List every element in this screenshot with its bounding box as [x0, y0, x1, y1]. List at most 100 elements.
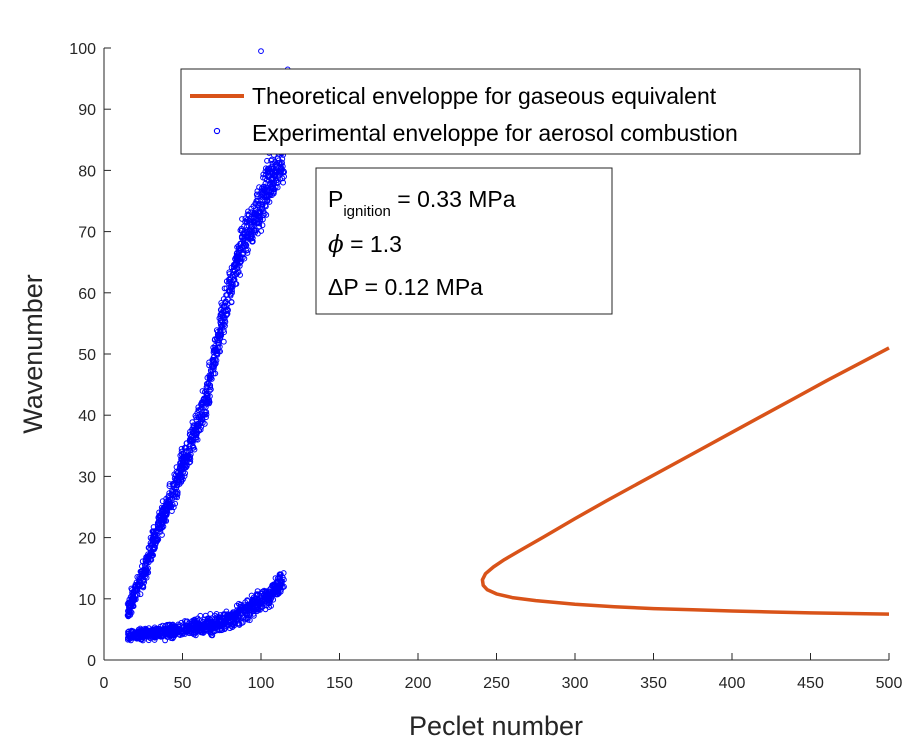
experimental-point: [196, 427, 203, 434]
experimental-point: [231, 276, 238, 283]
theoretical-envelope-line: [480, 346, 890, 616]
experimental-point: [238, 227, 245, 234]
experimental-point: [202, 389, 208, 395]
experimental-points-layer: [124, 48, 291, 644]
experimental-point: [129, 592, 136, 598]
experimental-point: [132, 586, 139, 593]
experimental-point: [163, 495, 170, 502]
experimental-point: [214, 339, 221, 346]
experimental-point: [159, 507, 166, 514]
experimental-point: [173, 489, 179, 496]
experimental-point: [194, 627, 201, 634]
experimental-point: [207, 611, 214, 617]
experimental-point: [249, 238, 256, 245]
experimental-point: [219, 325, 225, 331]
experimental-point: [278, 164, 284, 170]
experimental-point: [229, 290, 235, 296]
y-tick-label: 40: [78, 408, 96, 425]
experimental-point: [277, 176, 283, 182]
x-tick-label: 450: [797, 675, 824, 692]
experimental-point: [233, 253, 240, 260]
experimental-point: [166, 481, 173, 487]
annotation-phi-symbol: ϕ: [328, 232, 344, 258]
experimental-point: [205, 392, 211, 399]
experimental-point: [236, 247, 243, 254]
experimental-point: [205, 380, 212, 387]
experimental-point: [269, 156, 275, 163]
experimental-point: [213, 347, 220, 353]
experimental-point: [145, 569, 152, 576]
experimental-point: [220, 338, 227, 345]
experimental-point: [149, 626, 156, 633]
experimental-point: [245, 247, 251, 253]
experimental-point: [263, 593, 270, 600]
experimental-point: [154, 538, 160, 544]
experimental-point: [248, 205, 255, 212]
experimental-point: [261, 598, 267, 605]
experimental-point: [202, 404, 209, 411]
experimental-point: [260, 171, 267, 178]
experimental-point: [195, 414, 202, 420]
experimental-point: [250, 610, 257, 617]
experimental-point: [163, 512, 170, 519]
experimental-point: [253, 227, 260, 234]
experimental-point: [215, 615, 222, 621]
experimental-point: [142, 558, 149, 565]
y-tick-label: 100: [69, 41, 96, 58]
experimental-point: [228, 281, 235, 287]
experimental-point: [227, 280, 234, 287]
x-tick-label: 350: [640, 675, 667, 692]
experimental-point: [210, 370, 217, 377]
experimental-point: [228, 264, 235, 271]
experimental-point: [137, 591, 144, 598]
experimental-point: [143, 566, 150, 573]
experimental-point: [246, 605, 252, 612]
experimental-point: [254, 194, 261, 200]
x-ticks: 0 50 100 150 200 250 300 350 400 450 500: [100, 653, 902, 692]
legend-label-theoretical: Theoretical enveloppe for gaseous equiva…: [252, 83, 717, 109]
experimental-point: [185, 448, 192, 455]
experimental-point: [234, 607, 241, 613]
experimental-point: [169, 480, 176, 487]
experimental-point: [178, 445, 185, 452]
experimental-point: [181, 473, 188, 480]
experimental-point: [237, 259, 244, 266]
parameters-annotation: Pignition = 0.33 MPa ϕ = 1.3 ΔP = 0.12 M…: [315, 167, 613, 315]
experimental-point: [274, 580, 281, 587]
theoretical-line-layer: [480, 346, 890, 616]
experimental-point: [159, 622, 166, 629]
experimental-point: [201, 421, 208, 427]
experimental-point: [174, 629, 181, 636]
experimental-point: [198, 413, 204, 420]
experimental-point: [235, 245, 242, 252]
experimental-point: [263, 176, 270, 183]
experimental-point: [225, 280, 232, 286]
experimental-point: [177, 628, 184, 635]
y-tick-label: 50: [78, 347, 96, 364]
legend-label-experimental: Experimental enveloppe for aerosol combu…: [252, 120, 738, 146]
experimental-point: [258, 201, 265, 208]
experimental-point: [138, 575, 144, 582]
experimental-point: [182, 470, 189, 477]
experimental-point: [148, 550, 155, 557]
y-tick-label: 80: [78, 163, 96, 180]
experimental-point: [243, 611, 249, 618]
experimental-point: [189, 419, 196, 426]
experimental-point: [281, 173, 288, 180]
experimental-point: [254, 212, 260, 219]
annotation-ignition-subscript: ignition: [343, 203, 391, 220]
x-axis-title: Peclet number: [409, 711, 583, 741]
experimental-point: [227, 291, 234, 298]
experimental-point: [248, 209, 255, 216]
experimental-point: [159, 515, 166, 522]
x-tick-label: 200: [405, 675, 432, 692]
experimental-point: [125, 608, 132, 615]
experimental-point: [139, 635, 146, 642]
experimental-point: [139, 558, 146, 565]
annotation-pressure-ignition: Pignition = 0.33 MPa: [328, 186, 516, 220]
y-tick-label: 30: [78, 469, 96, 486]
experimental-point: [159, 532, 165, 538]
legend: Theoretical enveloppe for gaseous equiva…: [180, 68, 861, 155]
experimental-point: [190, 437, 197, 444]
legend-box: [180, 68, 861, 155]
